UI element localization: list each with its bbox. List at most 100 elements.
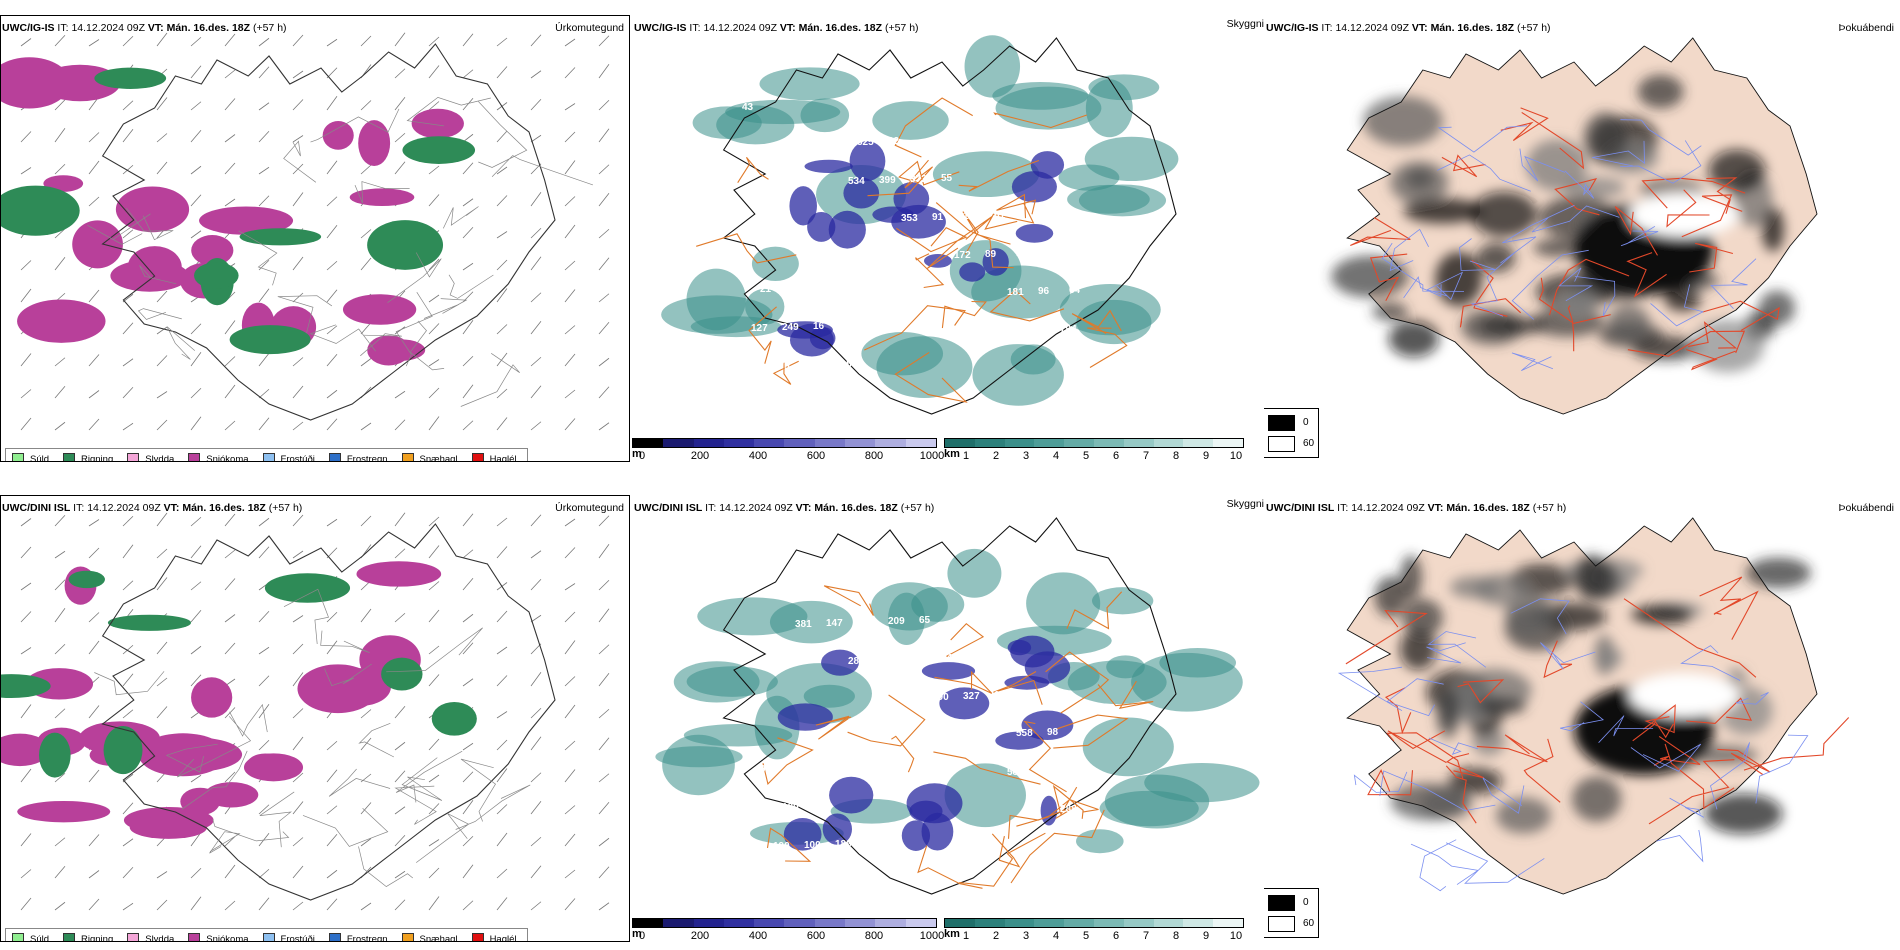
- wind-barb: [496, 288, 508, 303]
- wind-barb: [530, 421, 542, 431]
- wind-barb: [496, 166, 508, 175]
- panel-type-label: Skyggni: [1226, 498, 1264, 510]
- visibility-field: [655, 548, 1260, 854]
- fog-legend-swatch-60: [1268, 916, 1295, 932]
- ceiling-value-label: 285: [848, 656, 865, 667]
- precip-area: [356, 561, 442, 587]
- wind-barb: [122, 544, 134, 559]
- wind-barb: [122, 802, 134, 815]
- wind-barb: [598, 386, 610, 399]
- precip-legend-label: Slydda: [145, 933, 175, 942]
- precip-area: [411, 108, 464, 139]
- precip-area: [229, 325, 311, 355]
- visibility-colorbar: 1 2 3 4 5 6 7 8 9 10 km: [944, 918, 1244, 944]
- iceland-coastline: [101, 523, 556, 901]
- wind-barb: [292, 550, 304, 559]
- map-title: UWC/DINI ISL IT: 14.12.2024 09Z VT: Mán.…: [634, 502, 935, 514]
- wind-barb: [598, 293, 610, 303]
- wind-barb: [530, 227, 542, 239]
- wind-barb: [20, 353, 32, 367]
- fog-index-area: [1637, 74, 1684, 109]
- ceiling-value-label: 201: [866, 838, 883, 849]
- wind-barb: [496, 231, 508, 239]
- wind-barb: [564, 131, 576, 143]
- ceiling-value-label: 91: [932, 212, 944, 223]
- wind-barb: [88, 612, 100, 623]
- visibility-area: [971, 265, 1071, 319]
- ceiling-value-label: 85: [826, 138, 838, 149]
- wind-barb: [258, 804, 270, 815]
- wind-barb: [156, 577, 168, 591]
- wind-barb: [598, 35, 610, 47]
- visibility-tick-label: 2: [992, 450, 1000, 462]
- wind-barb: [88, 898, 100, 911]
- wind-barb: [462, 198, 474, 207]
- wind-barb: [462, 800, 474, 815]
- precip-legend-label: Snæhagl: [419, 453, 458, 462]
- wind-barb: [564, 260, 576, 271]
- wind-barb: [258, 675, 270, 687]
- wind-barb: [258, 546, 270, 559]
- precip-legend-swatch: [471, 933, 484, 941]
- wind-barb: [326, 805, 338, 815]
- wind-barb: [258, 288, 270, 303]
- wind-barb: [54, 643, 66, 655]
- visibility-area: [911, 586, 965, 622]
- precip-legend-item: Haglél: [471, 933, 517, 941]
- precip-area: [107, 614, 192, 631]
- ceiling-value-label: 96: [857, 617, 869, 628]
- ceiling-area: [893, 182, 930, 216]
- wind-barb: [156, 391, 168, 399]
- fog-index-area: [1331, 255, 1409, 298]
- wind-barb: [428, 387, 440, 399]
- wind-barb: [598, 128, 610, 143]
- ceiling-area: [807, 212, 836, 242]
- precip-legend-item: Frostregn: [328, 453, 388, 461]
- panel-type-label: Þokuábendi: [1838, 502, 1894, 514]
- precip-legend-swatch: [188, 453, 201, 461]
- wind-barb: [156, 641, 168, 655]
- iceland-coastline: [101, 43, 556, 421]
- ceiling-value-label: 43: [742, 102, 754, 113]
- fog-index-map: [1337, 517, 1850, 895]
- ceiling-value-label: 177: [879, 655, 896, 666]
- precip-area: [127, 246, 182, 289]
- fog-index-area: [1745, 557, 1811, 589]
- wind-barb: [496, 768, 508, 783]
- fog-index-area: [1476, 243, 1516, 273]
- wind-barb: [598, 644, 610, 655]
- wind-barb: [496, 259, 508, 271]
- wind-barb: [462, 835, 474, 847]
- wind-barb: [462, 513, 474, 527]
- precip-legend-swatch: [262, 933, 275, 941]
- wind-barb: [564, 805, 576, 815]
- wind-barb: [326, 96, 338, 111]
- fog-index-area: [1629, 673, 1739, 717]
- wind-barb: [88, 705, 100, 719]
- wind-barb: [360, 709, 372, 719]
- precip-area: [17, 299, 106, 343]
- fog-index-area: [1761, 206, 1784, 252]
- visibility-tick-label: 8: [1172, 930, 1180, 942]
- wind-barb: [156, 419, 168, 431]
- precip-legend-swatch: [188, 933, 201, 941]
- precip-legend-item: Rigning: [63, 453, 113, 461]
- precip-area: [1, 674, 51, 699]
- wind-barb: [224, 69, 236, 79]
- wind-barb: [428, 774, 440, 783]
- visibility-tick-label: 5: [1082, 450, 1090, 462]
- precip-area: [381, 657, 423, 691]
- visibility-tick-label: 4: [1052, 450, 1060, 462]
- precip-legend-item: Frostúði: [262, 933, 315, 941]
- precip-area: [103, 725, 143, 775]
- visibility-area: [872, 101, 949, 140]
- wind-barb: [564, 611, 576, 623]
- precip-legend-label: Snjókoma: [206, 933, 249, 942]
- visibility-area: [661, 295, 773, 334]
- ceiling-area: [828, 210, 866, 249]
- precip-map-frame: Súld Rigning Slydda Snjókoma Frostúði Frostre…: [0, 495, 630, 942]
- wind-barb: [122, 709, 134, 719]
- visibility-area: [800, 98, 850, 133]
- wind-barb: [326, 769, 338, 783]
- precip-map-frame: Súld Rigning Slydda Snjókoma Frostúði Frostre…: [0, 15, 630, 462]
